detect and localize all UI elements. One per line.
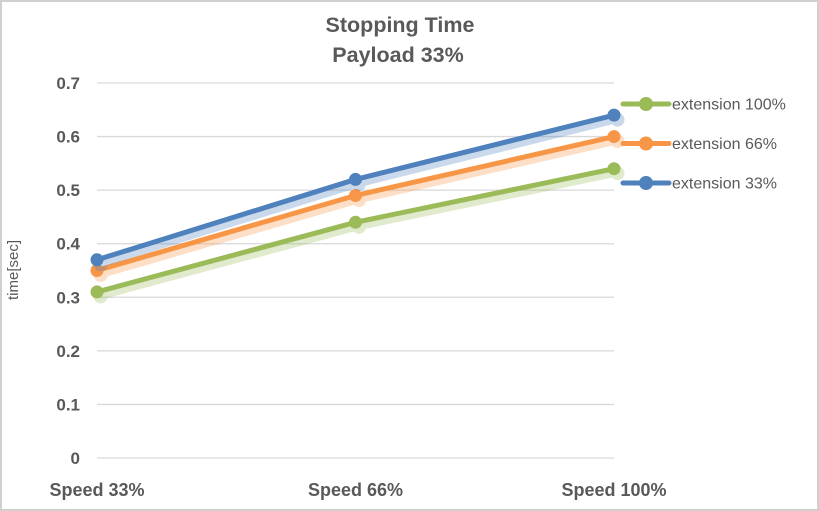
y-tick-label: 0.2 [56,342,80,361]
series-extension-100- [90,162,621,299]
y-tick-label: 0.1 [56,395,80,414]
legend-label: extension 66% [672,136,777,153]
data-point-marker [90,253,104,267]
data-point-marker [90,264,104,277]
legend-marker-icon [639,176,653,190]
legend-item: extension 33% [620,176,777,193]
series-shadow-extension-66- [93,134,625,282]
data-point-marker [607,130,621,144]
legend-label: extension 33% [672,176,777,193]
x-category-label: Speed 33% [49,480,144,500]
y-tick-label: 0.4 [56,235,80,254]
y-tick-label: 0 [71,449,80,468]
data-point-marker [607,108,621,122]
y-axis-title: time[sec] [5,240,22,300]
data-point-marker [607,162,621,176]
shadow-line [97,137,621,279]
legend-item: extension 100% [620,97,786,114]
y-tick-label: 0.6 [56,128,80,147]
y-tick-label: 0.3 [56,288,80,307]
data-point-marker [349,172,362,186]
legend-marker-icon [639,97,653,111]
legend-item: extension 66% [620,136,777,153]
y-tick-label: 0.7 [56,74,80,93]
series-extension-66- [90,130,621,277]
x-category-label: Speed 66% [308,480,403,500]
series-extension-33- [90,108,621,267]
chart-title-line1: Stopping Time [326,13,475,37]
data-point-marker [90,285,104,299]
axis-labels-group: 0 0.1 0.2 0.3 0.4 0.5 0.6 0.7 Speed 33% Speed 66%… [49,74,666,500]
series-group [90,108,625,304]
legend: extension 100% extension 66% extension 33% [620,97,786,193]
legend-label: extension 100% [672,97,786,114]
data-point-marker [349,189,362,202]
legend-marker-icon [639,136,653,151]
x-category-label: Speed 100% [561,480,666,500]
chart-title-line2: Payload 33% [332,43,463,67]
data-point-marker [349,215,362,229]
y-tick-label: 0.5 [56,181,80,200]
